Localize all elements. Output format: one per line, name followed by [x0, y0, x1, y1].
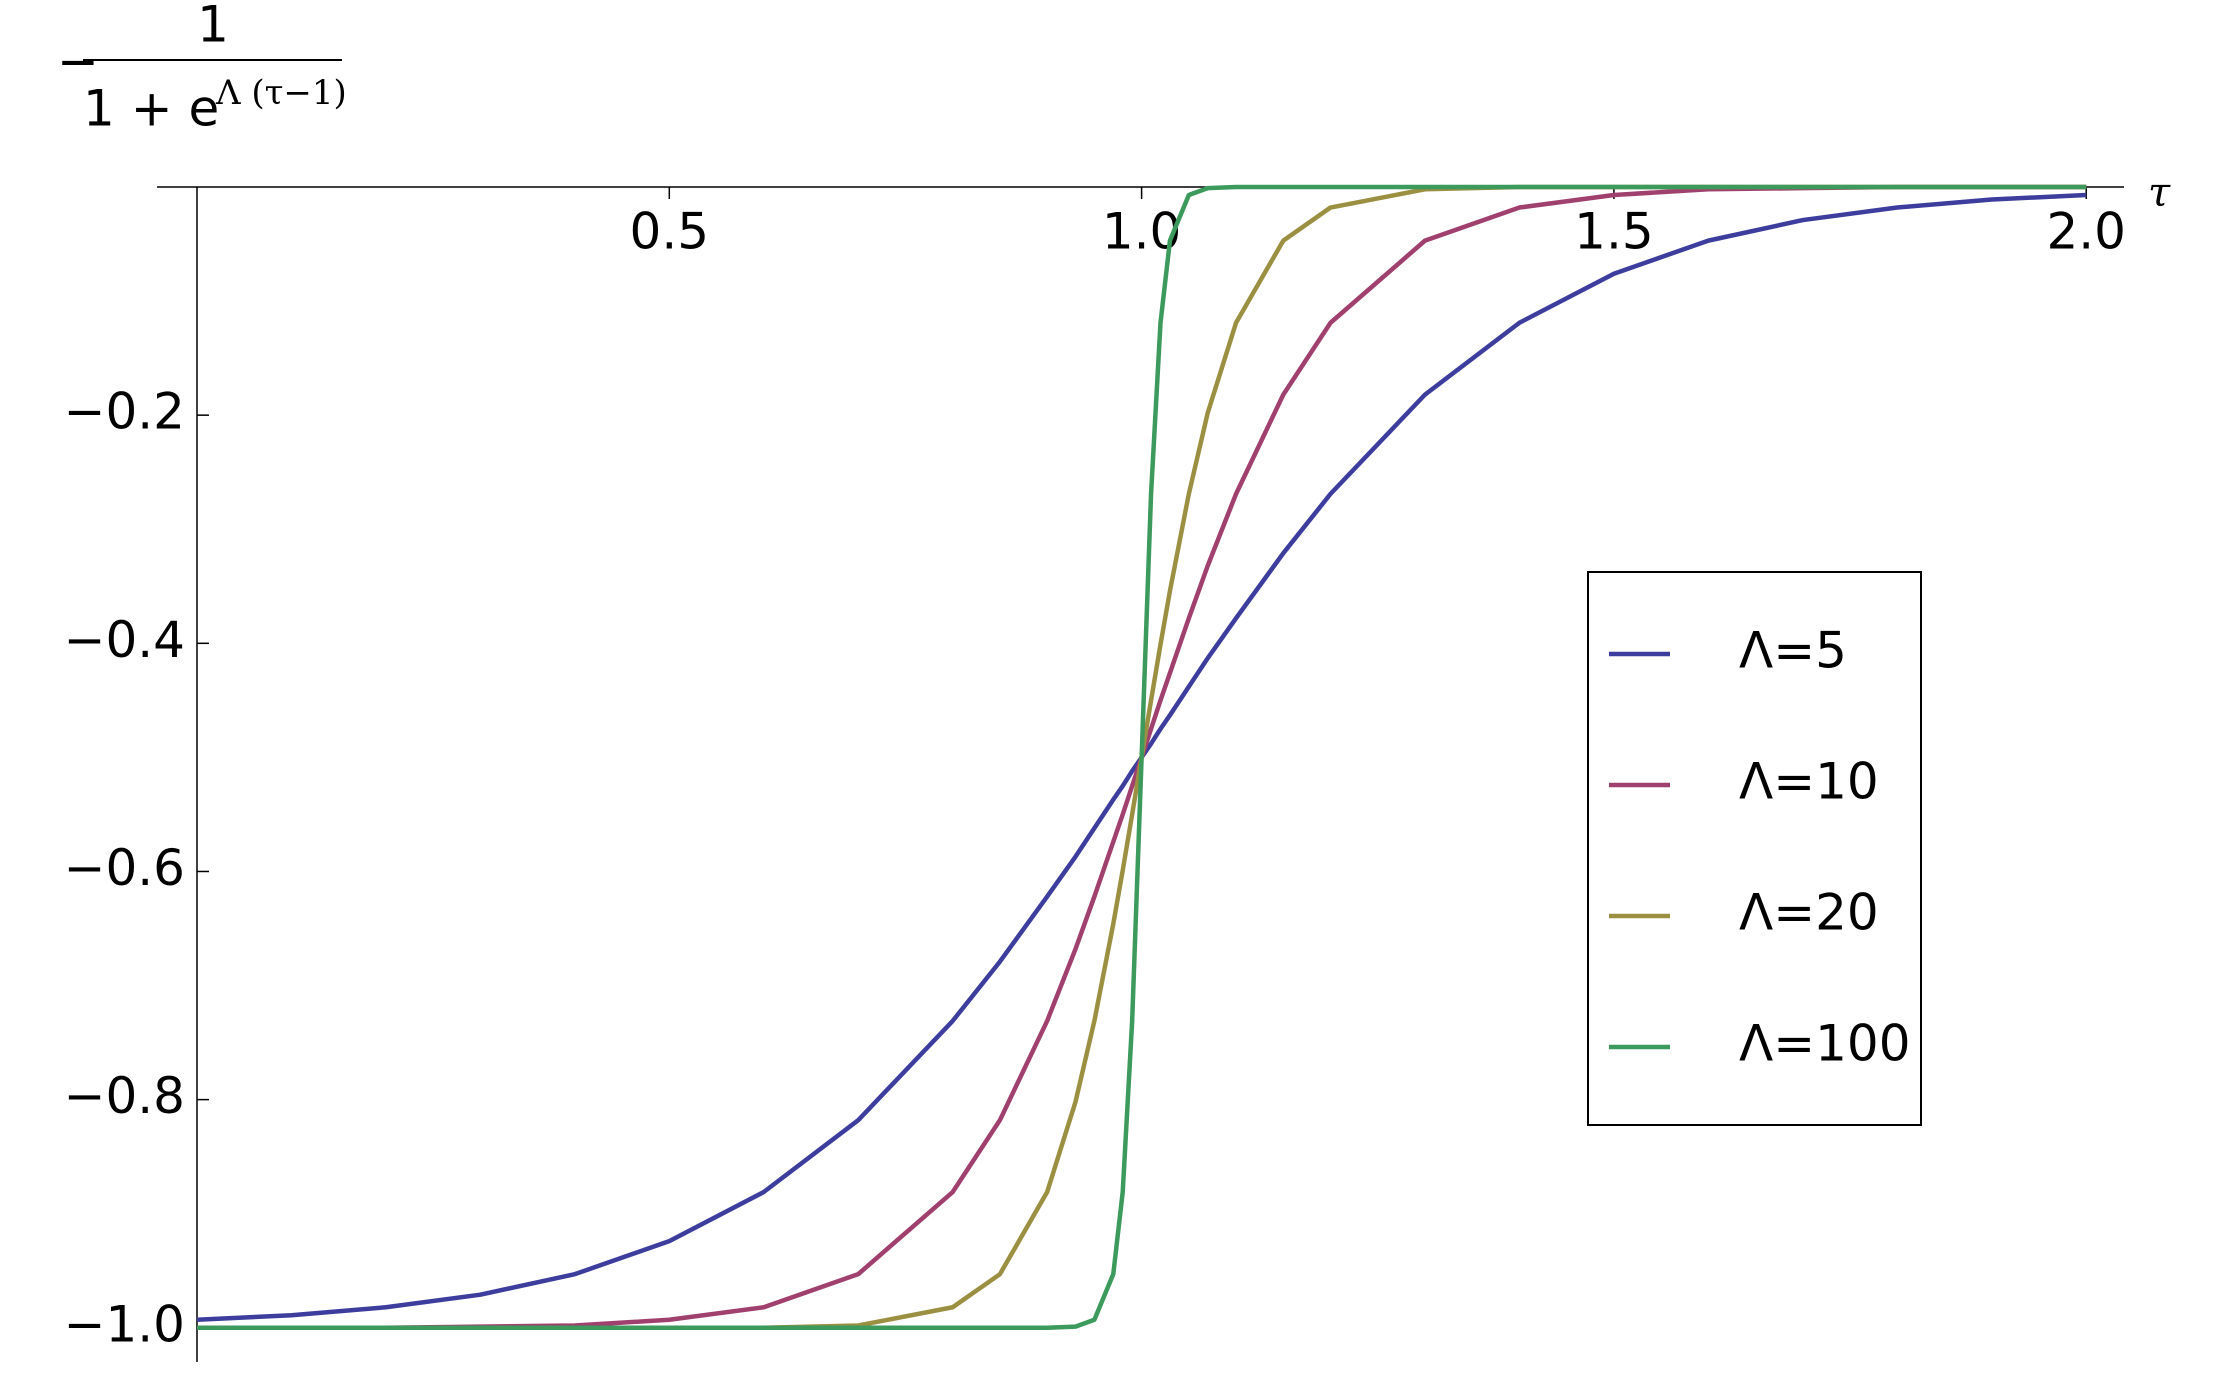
x-tick-label: 1.5 — [1574, 203, 1654, 261]
y-tick-label: −0.2 — [64, 383, 185, 441]
y-tick-label: −0.6 — [64, 839, 185, 897]
legend-label: Λ=10 — [1739, 753, 1879, 811]
y-label-denominator: 1 + e — [83, 80, 219, 138]
legend-label: Λ=100 — [1739, 1015, 1911, 1073]
series-line — [197, 184, 2087, 1331]
y-label-sign: − — [57, 33, 99, 91]
y-tick-label: −0.8 — [64, 1067, 185, 1125]
x-label: τ — [2148, 170, 2171, 216]
y-tick-label: −0.4 — [64, 611, 185, 669]
x-tick-label: 0.5 — [630, 203, 710, 261]
y-tick-label: −1.0 — [64, 1295, 185, 1353]
legend-label: Λ=5 — [1739, 622, 1847, 680]
y-label-exponent: Λ (τ−1) — [215, 73, 347, 113]
legend-box — [1587, 571, 1922, 1126]
x-tick-label: 2.0 — [2046, 203, 2126, 261]
y-label-numerator: 1 — [197, 0, 229, 54]
legend-label: Λ=20 — [1739, 884, 1879, 942]
